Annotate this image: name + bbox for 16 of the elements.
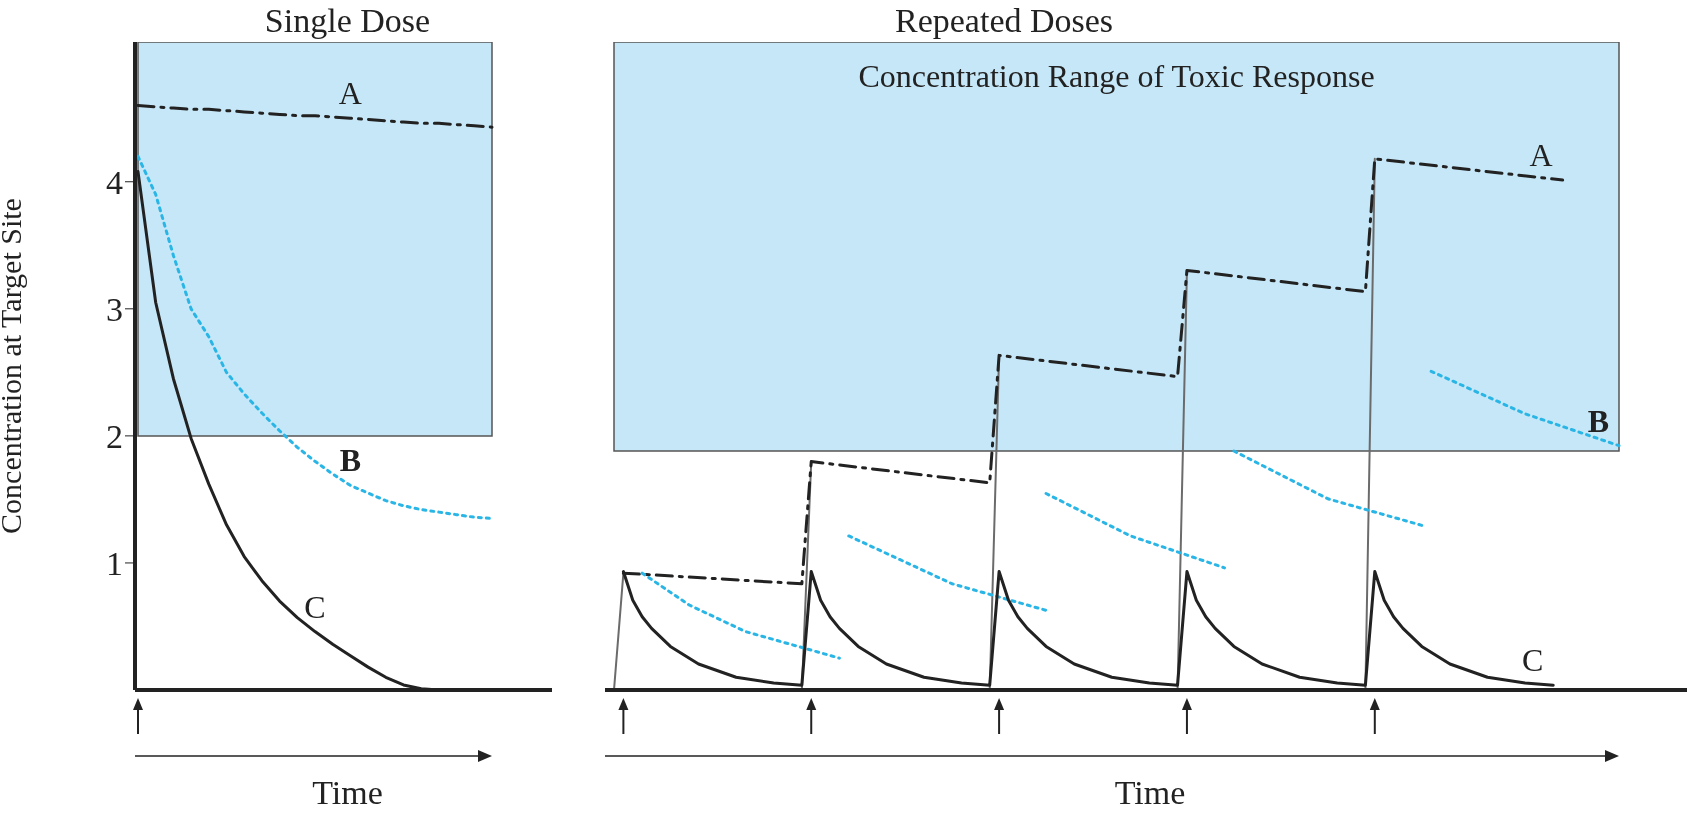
series-label: A — [338, 75, 362, 112]
chart-title: Single Dose — [263, 1, 432, 41]
series-label: A — [1529, 137, 1553, 174]
x-axis-title: Time — [311, 774, 384, 812]
series-label: C — [304, 588, 326, 625]
y-axis-title: Concentration at Target Site — [0, 198, 27, 534]
y-tick-label: 3 — [106, 290, 123, 328]
y-tick-label: 4 — [106, 163, 123, 201]
x-axis-title: Time — [1113, 774, 1187, 812]
y-tick-label: 2 — [106, 417, 123, 455]
series-label: C — [1521, 642, 1544, 679]
series-label: B — [339, 442, 362, 479]
y-tick-label: 1 — [106, 545, 123, 583]
chart-title: Repeated Doses — [894, 1, 1115, 41]
band-label: Concentration Range of Toxic Response — [858, 57, 1375, 94]
series-label: B — [1587, 402, 1609, 439]
